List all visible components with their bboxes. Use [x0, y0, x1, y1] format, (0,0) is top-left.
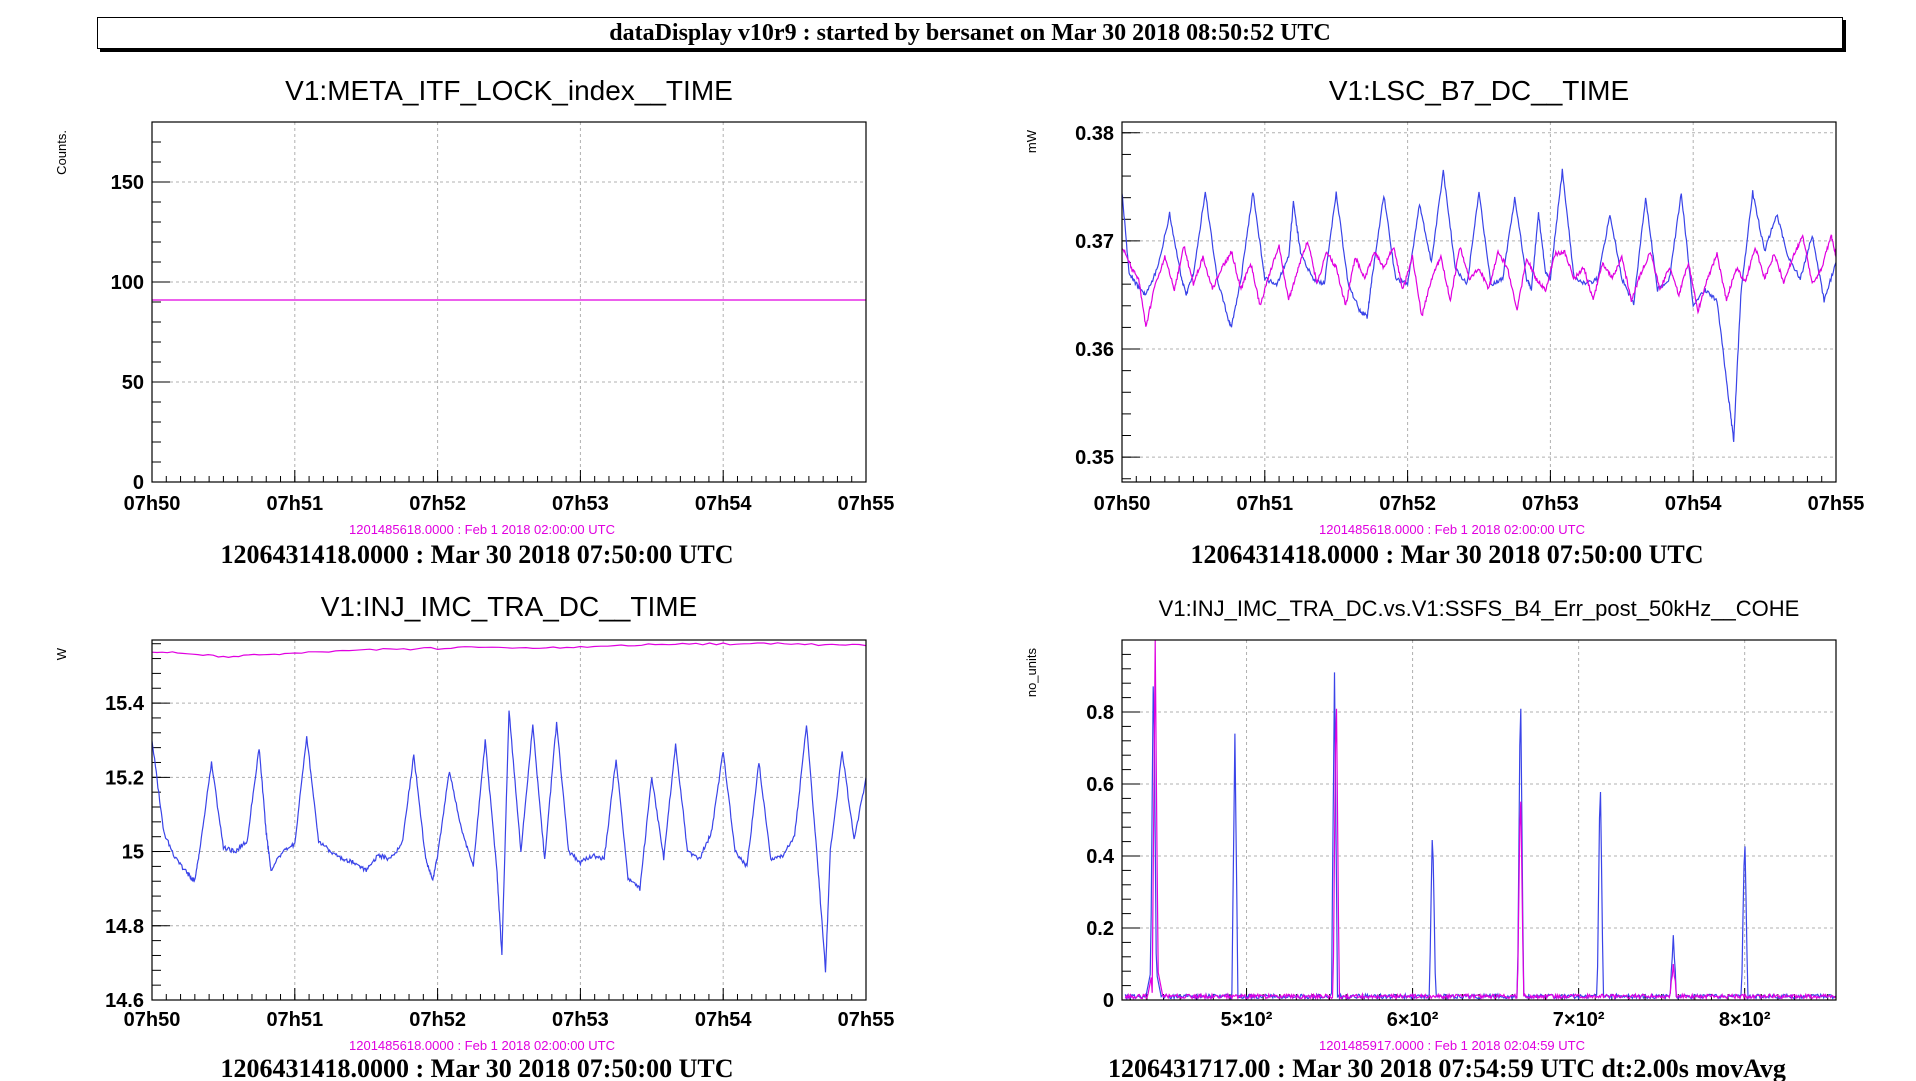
- x-tick-label: 8×10²: [1719, 1009, 1771, 1031]
- x-tick-label: 07h54: [695, 493, 753, 515]
- display-header: dataDisplay v10r9 : started by bersanet …: [97, 17, 1843, 49]
- x-tick-label: 07h50: [124, 1009, 181, 1031]
- reference-time-label: 1201485917.0000 : Feb 1 2018 02:04:59 UT…: [1319, 1038, 1585, 1053]
- series-line-magenta: [1124, 640, 1836, 1000]
- y-tick-label: 0: [133, 472, 144, 494]
- y-tick-label: 0.4: [1086, 846, 1115, 868]
- x-tick-label: 07h50: [1094, 493, 1151, 515]
- x-tick-label: 07h55: [838, 1009, 895, 1031]
- plot-pad-coherence: V1:INJ_IMC_TRA_DC.vs.V1:SSFS_B4_Err_post…: [958, 580, 1916, 1081]
- t0-time-label: 1206431418.0000 : Mar 30 2018 07:50:00 U…: [221, 1054, 734, 1081]
- x-tick-label: 07h51: [266, 1009, 323, 1031]
- t0-time-label: 1206431418.0000 : Mar 30 2018 07:50:00 U…: [1191, 540, 1704, 569]
- chart-title: V1:INJ_IMC_TRA_DC.vs.V1:SSFS_B4_Err_post…: [1159, 596, 1800, 621]
- y-tick-label: 15: [122, 842, 144, 864]
- y-tick-label: 150: [111, 172, 144, 194]
- series-line-magenta: [152, 642, 866, 659]
- y-tick-label: 15.2: [105, 767, 144, 789]
- y-tick-label: 0.35: [1075, 447, 1114, 469]
- chart-title: V1:LSC_B7_DC__TIME: [1329, 75, 1629, 106]
- series-line-blue: [1122, 168, 1836, 442]
- x-tick-label: 07h53: [1522, 493, 1579, 515]
- plot-pad-inj-imc-tra-dc: V1:INJ_IMC_TRA_DC__TIME W 07h50 07h51 07h52 0…: [0, 580, 958, 1081]
- plot-frame: [1121, 121, 1837, 483]
- y-tick-label: 0.6: [1086, 774, 1114, 796]
- plot-frame: [151, 639, 867, 1001]
- series-group: [1124, 640, 1836, 1000]
- y-axis-label: Counts.: [54, 130, 69, 175]
- y-axis-label: no_units: [1024, 648, 1039, 698]
- reference-time-label: 1201485618.0000 : Feb 1 2018 02:00:00 UT…: [1319, 522, 1585, 537]
- chart-coherence: V1:INJ_IMC_TRA_DC.vs.V1:SSFS_B4_Err_post…: [1024, 596, 1837, 1081]
- y-tick-label: 0.38: [1075, 123, 1114, 145]
- chart-lsc-b7-dc: V1:LSC_B7_DC__TIME mW 07h50 07h51 07h52 07h53…: [1024, 75, 1865, 569]
- y-tick-label: 14.8: [105, 916, 144, 938]
- x-tick-label: 07h54: [1665, 493, 1723, 515]
- x-tick-label: 07h55: [838, 493, 895, 515]
- chart-itf-lock-index: V1:META_ITF_LOCK_index__TIME Counts. 07h50…: [54, 75, 895, 569]
- x-tick-label: 07h52: [409, 493, 466, 515]
- y-tick-label: 14.6: [105, 990, 144, 1012]
- plot-frame: [1121, 639, 1837, 1001]
- plot-frame: [151, 121, 867, 483]
- y-axis-label: W: [54, 647, 69, 660]
- y-tick-label: 100: [111, 272, 144, 294]
- chart-title: V1:META_ITF_LOCK_index__TIME: [285, 75, 733, 106]
- series-group: [1122, 168, 1836, 442]
- x-tick-label: 07h54: [695, 1009, 753, 1031]
- series-line-magenta: [1122, 234, 1836, 327]
- reference-time-label: 1201485618.0000 : Feb 1 2018 02:00:00 UT…: [349, 1038, 615, 1053]
- x-tick-label: 07h51: [1236, 493, 1293, 515]
- x-tick-label: 07h53: [552, 1009, 609, 1031]
- x-tick-label: 5×10²: [1221, 1009, 1273, 1031]
- y-tick-label: 0.2: [1086, 918, 1114, 940]
- chart-title: V1:INJ_IMC_TRA_DC__TIME: [321, 591, 698, 622]
- reference-time-label: 1201485618.0000 : Feb 1 2018 02:00:00 UT…: [349, 522, 615, 537]
- y-tick-label: 0.37: [1075, 231, 1114, 253]
- series-group: [152, 642, 866, 973]
- t0-time-label: 1206431418.0000 : Mar 30 2018 07:50:00 U…: [221, 540, 734, 569]
- x-tick-label: 07h52: [409, 1009, 466, 1031]
- series-line-blue: [152, 710, 866, 973]
- x-tick-label: 07h52: [1379, 493, 1436, 515]
- x-tick-label: 07h51: [266, 493, 323, 515]
- y-tick-label: 0: [1103, 990, 1114, 1012]
- chart-inj-imc-tra-dc: V1:INJ_IMC_TRA_DC__TIME W 07h50 07h51 07h52 0…: [54, 591, 895, 1081]
- x-tick-label: 7×10²: [1553, 1009, 1605, 1031]
- series-line-blue: [1124, 672, 1836, 1000]
- y-axis-label: mW: [1024, 129, 1039, 153]
- x-tick-label: 07h50: [124, 493, 181, 515]
- y-tick-label: 0.36: [1075, 339, 1114, 361]
- x-tick-label: 6×10²: [1387, 1009, 1439, 1031]
- x-tick-label: 07h53: [552, 493, 609, 515]
- y-tick-label: 0.8: [1086, 702, 1114, 724]
- y-tick-label: 50: [122, 372, 144, 394]
- t0-time-label: 1206431717.00 : Mar 30 2018 07:54:59 UTC…: [1108, 1054, 1786, 1081]
- plot-pad-lsc-b7-dc: V1:LSC_B7_DC__TIME mW 07h50 07h51 07h52 07h53…: [958, 60, 1916, 580]
- y-tick-label: 15.4: [105, 693, 145, 715]
- plot-pad-itf-lock-index: V1:META_ITF_LOCK_index__TIME Counts. 07h50…: [0, 60, 958, 580]
- x-tick-label: 07h55: [1808, 493, 1865, 515]
